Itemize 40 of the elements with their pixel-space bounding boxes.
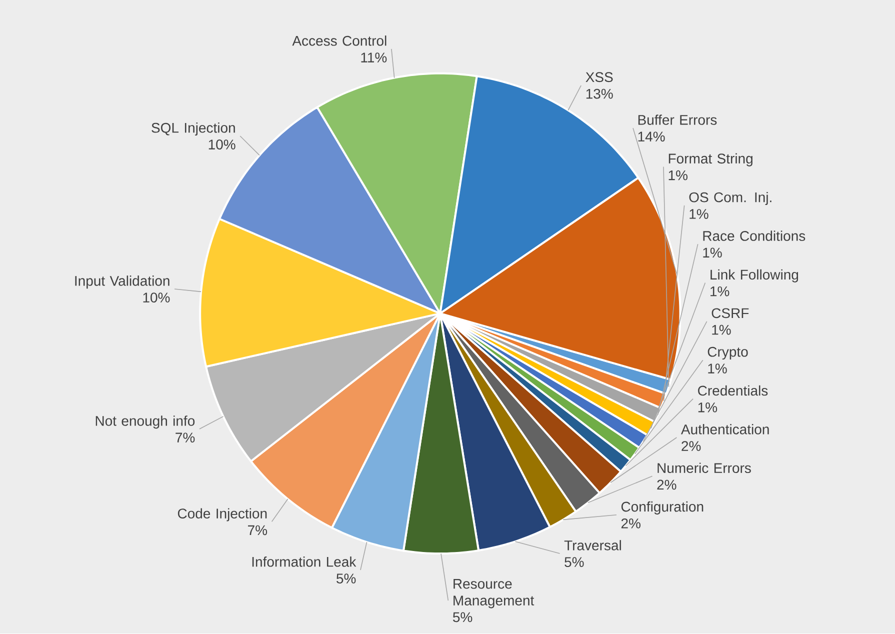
data-label: 10%: [208, 140, 236, 150]
slice-label: Authentication: [680, 424, 769, 435]
data-label: 14%: [638, 132, 665, 142]
slice-label: Resource Management: [454, 579, 534, 608]
slice-label: Access Control: [292, 36, 386, 46]
slice-label: Numeric Errors: [658, 462, 751, 474]
data-label: 1%: [668, 170, 688, 180]
slice-label: Buffer Errors: [638, 114, 717, 126]
data-label: 5%: [336, 574, 356, 584]
data-label: 1%: [690, 209, 708, 220]
data-label: 13%: [586, 89, 613, 99]
data-label: 2%: [657, 480, 676, 490]
data-label: 2%: [621, 518, 640, 529]
slice-label: Link Following: [710, 270, 798, 283]
data-label: 1%: [712, 325, 731, 335]
data-label: 10%: [143, 292, 170, 303]
slice-label: CSRF: [712, 308, 749, 318]
slice-label: Crypto: [708, 347, 748, 360]
data-label: 5%: [453, 612, 472, 622]
slice-label: Code Injection: [178, 508, 267, 522]
data-label: 11%: [361, 52, 387, 63]
data-label: 1%: [710, 286, 730, 296]
slice-label: XSS: [586, 72, 613, 82]
data-label: 1%: [698, 402, 718, 412]
slice-label: Race Conditions: [703, 230, 806, 242]
data-label: 1%: [708, 364, 727, 374]
slice-label: OS Com. Inj.: [689, 192, 772, 206]
slice-label: Information Leak: [252, 556, 356, 568]
slice-label: Traversal: [564, 540, 621, 551]
data-label: 5%: [564, 557, 584, 568]
data-label: 7%: [248, 526, 268, 536]
slice-label: Credentials: [698, 386, 768, 396]
data-label: 2%: [682, 441, 701, 452]
slice-label: Configuration: [621, 502, 704, 515]
data-label: 7%: [176, 432, 195, 443]
data-label: 1%: [703, 248, 722, 258]
slice-label: Not enough info: [96, 416, 195, 429]
slice-label: SQL Injection: [152, 122, 235, 136]
slice-label: Input Validation: [75, 276, 170, 289]
slice-label: Format String: [668, 153, 752, 167]
